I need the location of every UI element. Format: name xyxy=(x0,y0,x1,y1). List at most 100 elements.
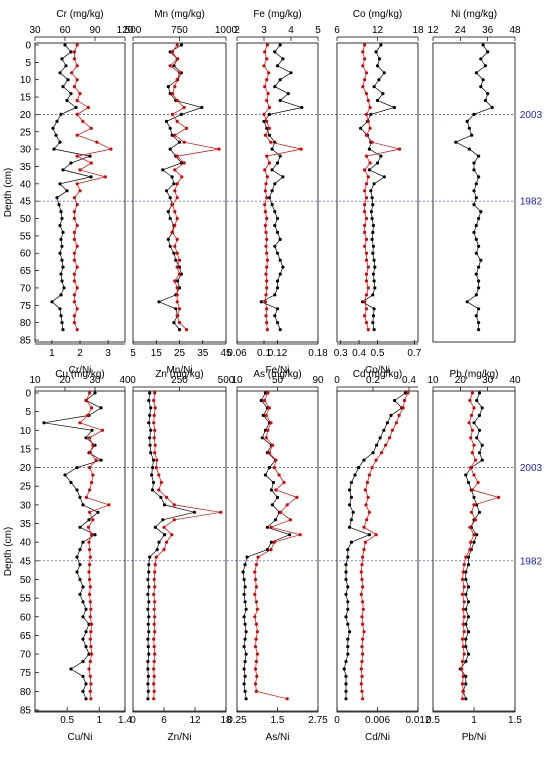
data-point xyxy=(262,119,266,123)
data-point xyxy=(372,182,376,186)
data-point xyxy=(402,398,407,403)
data-point xyxy=(58,182,62,186)
top-axis-label: Zn (mg/kg) xyxy=(155,369,203,380)
data-point xyxy=(84,495,88,499)
data-point xyxy=(369,210,373,214)
data-point xyxy=(61,85,65,89)
data-point xyxy=(177,321,182,325)
data-point xyxy=(90,533,94,537)
data-point xyxy=(366,286,370,290)
data-point xyxy=(152,682,156,686)
data-point xyxy=(78,189,82,193)
top-tick-label: 48 xyxy=(509,25,521,36)
data-point xyxy=(379,43,383,47)
data-point xyxy=(88,615,92,619)
data-point xyxy=(479,57,483,61)
data-point xyxy=(371,230,375,234)
data-point xyxy=(241,570,245,574)
data-point xyxy=(244,697,248,701)
data-point xyxy=(81,674,85,679)
top-tick-label: 12 xyxy=(372,25,384,36)
data-point xyxy=(267,451,271,455)
data-point xyxy=(153,443,157,447)
top-tick-label: 10 xyxy=(427,375,439,386)
data-point xyxy=(360,577,364,582)
data-point xyxy=(172,321,176,325)
data-point xyxy=(152,689,156,694)
data-point xyxy=(75,265,79,269)
data-point xyxy=(264,436,268,440)
data-point xyxy=(254,563,258,567)
data-point xyxy=(146,689,150,694)
data-point xyxy=(361,555,365,559)
data-point xyxy=(172,182,176,186)
data-point xyxy=(173,168,177,172)
data-point xyxy=(370,140,374,144)
data-point xyxy=(265,237,269,241)
data-point xyxy=(243,585,247,589)
data-point xyxy=(88,585,92,589)
data-point xyxy=(367,533,371,537)
data-point xyxy=(363,78,367,82)
data-point xyxy=(481,78,485,82)
data-point xyxy=(103,175,107,179)
data-point xyxy=(72,57,76,61)
bottom-tick-label: 2.75 xyxy=(308,715,328,726)
depth-tick-label: 20 xyxy=(20,463,32,474)
data-point xyxy=(242,592,246,597)
data-point xyxy=(272,466,276,470)
data-point xyxy=(474,272,478,276)
panel-frame xyxy=(132,390,227,713)
data-point xyxy=(157,488,161,492)
data-point xyxy=(364,71,369,75)
data-point xyxy=(153,585,157,589)
data-point xyxy=(406,391,410,395)
data-point xyxy=(264,244,268,248)
data-point xyxy=(388,436,392,440)
data-point xyxy=(346,622,350,626)
data-point xyxy=(359,667,363,671)
data-point xyxy=(148,413,152,417)
data-point xyxy=(72,237,76,241)
bottom-tick-label: 0.5 xyxy=(60,715,74,726)
data-point xyxy=(90,480,94,485)
data-point xyxy=(273,182,277,186)
data-point xyxy=(152,645,156,649)
data-point xyxy=(464,607,468,611)
data-point xyxy=(382,428,386,432)
data-point xyxy=(86,413,90,417)
top-tick-label: 12 xyxy=(427,25,439,36)
top-tick-label: 60 xyxy=(59,25,71,36)
data-point xyxy=(170,112,175,116)
data-point xyxy=(242,615,246,619)
bottom-tick-label: 0.3 xyxy=(334,348,348,359)
data-point xyxy=(175,237,179,241)
data-point xyxy=(262,64,266,68)
data-point xyxy=(90,428,94,432)
data-point xyxy=(264,272,268,276)
panel-zn: Zn (mg/kg) 0 250 500 0 6 12 18 Zn/Ni xyxy=(130,369,235,743)
data-point xyxy=(89,697,93,701)
data-point xyxy=(344,563,348,567)
data-point xyxy=(89,175,93,179)
data-point xyxy=(470,428,474,432)
bottom-tick-label: 0.4 xyxy=(352,348,366,359)
data-point xyxy=(467,421,471,425)
data-point xyxy=(269,525,273,529)
data-point xyxy=(367,168,371,172)
data-point xyxy=(66,78,70,82)
data-point xyxy=(256,555,260,559)
data-point xyxy=(464,570,468,574)
data-point xyxy=(55,196,59,200)
top-axis-label: Cu (mg/kg) xyxy=(55,369,104,380)
data-point xyxy=(273,210,277,214)
data-point xyxy=(200,105,204,110)
data-point xyxy=(159,495,163,499)
data-point xyxy=(362,458,366,462)
data-point xyxy=(173,210,177,214)
depth-tick-label: 30 xyxy=(20,145,32,156)
data-point xyxy=(100,428,105,432)
data-point xyxy=(469,436,473,440)
data-point xyxy=(362,630,366,634)
bottom-tick-label: 0 xyxy=(130,715,136,726)
